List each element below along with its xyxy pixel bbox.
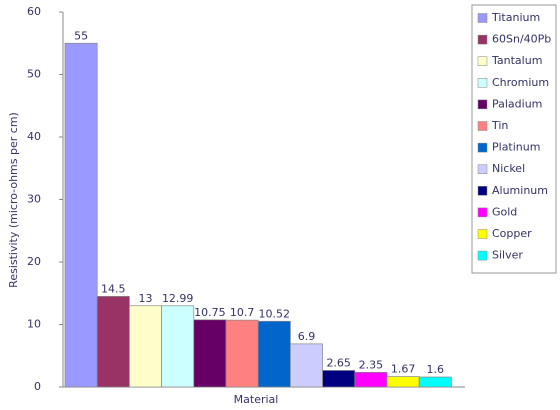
legend-label: Aluminum	[492, 184, 548, 197]
data-label: 13	[139, 292, 153, 305]
legend-swatch	[477, 121, 488, 131]
legend-swatch	[477, 186, 488, 196]
bar	[129, 305, 162, 388]
legend-swatch	[477, 207, 488, 218]
data-label: 12.99	[162, 292, 194, 305]
legend-swatch	[477, 164, 488, 174]
bar	[257, 320, 291, 388]
data-label: 10.52	[259, 307, 291, 320]
bar	[354, 371, 388, 388]
bar	[64, 42, 98, 388]
y-tick-label: 60	[27, 5, 41, 18]
y-axis-title: Resistivity (micro-ohms per cm)	[7, 112, 20, 288]
y-tick-label: 40	[27, 130, 41, 143]
bar	[96, 296, 130, 388]
legend-swatch	[477, 34, 488, 45]
legend-label: 60Sn/40Pb	[492, 33, 551, 46]
bar	[386, 376, 420, 388]
bar	[290, 343, 323, 388]
legend-swatch	[477, 78, 488, 88]
data-label: 2.65	[326, 356, 351, 369]
legend-label: Tantalum	[491, 54, 542, 67]
y-tick-label: 50	[27, 68, 41, 81]
data-label: 2.35	[359, 358, 384, 371]
bar	[161, 305, 195, 388]
legend-swatch	[477, 250, 488, 261]
legend-label: Nickel	[492, 162, 525, 175]
legend-label: Gold	[492, 205, 517, 218]
data-label: 14.5	[101, 282, 126, 295]
legend-box	[471, 4, 557, 274]
legend-label: Platinum	[492, 141, 540, 154]
legend-swatch	[477, 13, 488, 23]
legend-swatch	[477, 142, 488, 153]
y-tick-label: 0	[34, 380, 41, 393]
legend-label: Silver	[492, 249, 523, 262]
y-tick-label: 30	[27, 193, 41, 206]
legend-swatch	[477, 99, 488, 110]
legend-label: Chromium	[492, 76, 549, 89]
y-tick-label: 10	[27, 318, 41, 331]
x-tick-label: Material	[234, 393, 279, 406]
legend-label: Paladium	[492, 97, 542, 110]
data-label: 1.67	[391, 363, 416, 376]
data-label: 10.75	[194, 306, 226, 319]
bar	[418, 376, 452, 388]
legend-swatch	[477, 229, 488, 239]
bar	[322, 370, 356, 388]
legend-label: Copper	[492, 227, 532, 240]
bar	[193, 319, 227, 388]
y-tick-label: 20	[27, 255, 41, 268]
data-label: 1.6	[427, 363, 445, 376]
bar	[225, 319, 259, 388]
legend-label: Titanium	[491, 11, 540, 24]
legend-label: Tin	[491, 119, 508, 132]
legend-swatch	[477, 56, 488, 66]
data-label: 10.7	[230, 306, 255, 319]
data-label: 6.9	[298, 330, 316, 343]
data-label: 55	[74, 29, 88, 42]
